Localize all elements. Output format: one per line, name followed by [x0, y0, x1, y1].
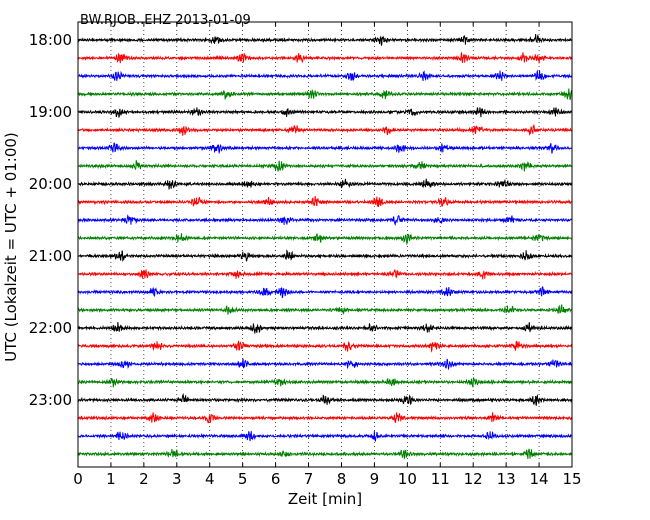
x-axis-label: Zeit [min] — [288, 490, 362, 508]
x-tick-label: 4 — [205, 470, 215, 488]
trace-1900 — [77, 107, 573, 119]
trace-1815 — [77, 51, 573, 64]
x-tick-label: 12 — [464, 470, 483, 488]
trace-1945 — [77, 160, 573, 173]
trace-layer — [77, 34, 573, 460]
y-axis-label: UTC (Lokalzeit = UTC + 01:00) — [2, 132, 20, 362]
x-tick-label: 7 — [304, 470, 314, 488]
trace-2345 — [77, 448, 573, 460]
trace-2330 — [77, 431, 573, 442]
x-tick-label: 13 — [497, 470, 516, 488]
x-tick-label: 9 — [370, 470, 380, 488]
tick-layer: 0 1 2 3 4 5 6 7 8 9 10 11 12 13 14 1518:0019:0020:0021:… — [29, 22, 582, 488]
trace-2230 — [77, 358, 573, 370]
trace-2130 — [77, 286, 573, 299]
trace-1830 — [77, 69, 573, 82]
x-tick-label: 11 — [431, 470, 450, 488]
trace-1915 — [77, 123, 573, 136]
trace-2100 — [77, 249, 573, 262]
plot-frame — [77, 21, 573, 468]
x-tick-label: 0 — [73, 470, 83, 488]
x-tick-label: 10 — [398, 470, 417, 488]
x-tick-label: 15 — [562, 470, 581, 488]
y-tick-label: 20:00 — [29, 175, 72, 193]
x-tick-label: 3 — [172, 470, 182, 488]
trace-1800 — [77, 34, 573, 46]
trace-1930 — [77, 142, 573, 155]
trace-1845 — [77, 88, 573, 101]
x-tick-label: 5 — [238, 470, 248, 488]
y-tick-label: 18:00 — [29, 31, 72, 49]
x-tick-label: 6 — [271, 470, 281, 488]
trace-2315 — [77, 412, 573, 424]
trace-2200 — [77, 322, 573, 334]
y-tick-label: 21:00 — [29, 247, 72, 265]
trace-2245 — [77, 377, 573, 388]
trace-2030 — [77, 214, 573, 226]
x-tick-label: 14 — [530, 470, 549, 488]
y-tick-label: 19:00 — [29, 103, 72, 121]
trace-2045 — [77, 233, 573, 246]
trace-2015 — [77, 195, 573, 207]
x-tick-label: 1 — [106, 470, 116, 488]
x-tick-label: 2 — [139, 470, 149, 488]
trace-2115 — [77, 268, 573, 280]
trace-2215 — [77, 340, 573, 353]
y-tick-label: 23:00 — [29, 391, 72, 409]
y-tick-label: 22:00 — [29, 319, 72, 337]
x-tick-label: 8 — [337, 470, 347, 488]
trace-2300 — [77, 392, 573, 406]
trace-2000 — [77, 178, 573, 190]
chart-title: BW.RJOB..EHZ 2013-01-09 — [80, 13, 251, 28]
trace-2145 — [77, 304, 573, 316]
